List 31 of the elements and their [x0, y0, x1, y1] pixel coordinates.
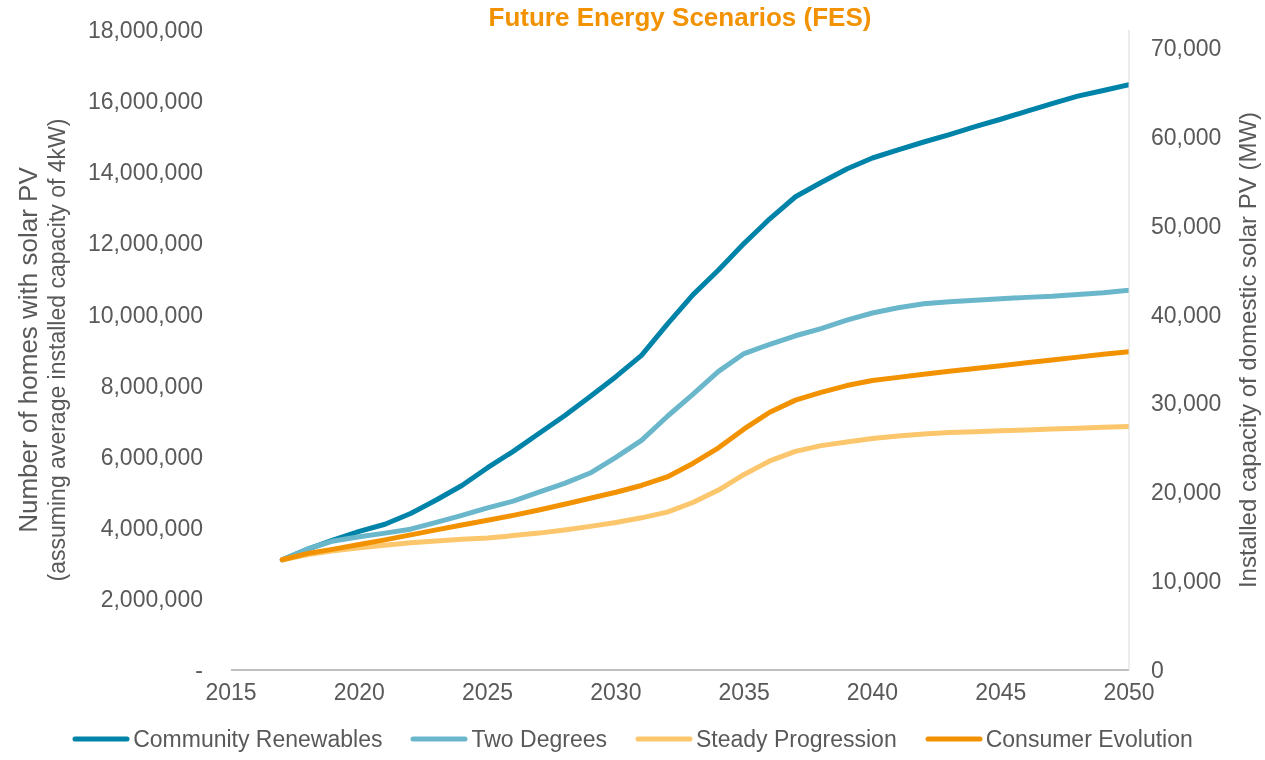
legend-label: Two Degrees: [471, 725, 607, 753]
y-tick-label: 6,000,000: [100, 443, 203, 470]
y2-tick-label: 50,000: [1151, 212, 1222, 239]
y-tick-label: -: [195, 657, 203, 684]
legend-label: Consumer Evolution: [985, 725, 1193, 753]
y-tick-label: 14,000,000: [87, 159, 203, 186]
y-axis-title: Number of homes with solar PV (assuming average installed capacity of 4kW): [12, 118, 71, 582]
x-tick-label: 2015: [205, 679, 257, 706]
x-tick-label: 2030: [590, 679, 642, 706]
y2-tick-label: 30,000: [1151, 390, 1222, 417]
y-tick-label: 4,000,000: [100, 514, 203, 541]
y-tick-label: 12,000,000: [87, 230, 203, 257]
x-tick-label: 2045: [975, 679, 1027, 706]
y-tick-label: 2,000,000: [100, 586, 203, 613]
y2-tick-label: 40,000: [1151, 301, 1222, 328]
y-tick-label: 18,000,000: [87, 17, 203, 44]
y2-tick-label: 70,000: [1151, 34, 1222, 61]
y2-tick-label: 10,000: [1151, 568, 1222, 595]
y2-tick-label: 20,000: [1151, 479, 1222, 506]
y2-axis-title: Installed capacity of domestic solar PV (MW): [1233, 110, 1262, 591]
x-tick-label: 2040: [846, 679, 899, 706]
y-tick-label: 8,000,000: [100, 372, 203, 399]
x-tick-label: 2035: [718, 679, 770, 706]
y2-tick-label: 60,000: [1151, 123, 1222, 150]
legend-label: Steady Progression: [695, 725, 897, 753]
legend-label: Community Renewables: [133, 725, 383, 753]
x-tick-label: 2020: [333, 679, 385, 706]
y-tick-label: 16,000,000: [87, 88, 203, 115]
x-tick-label: 2025: [461, 679, 514, 706]
y-tick-label: 10,000,000: [87, 301, 203, 328]
chart-title: Future Energy Scenarios (FES): [487, 2, 873, 33]
